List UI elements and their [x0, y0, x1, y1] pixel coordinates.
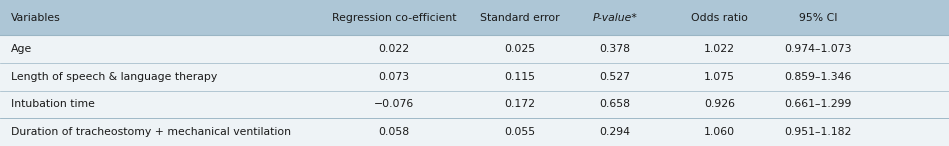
Text: Age: Age: [11, 44, 32, 54]
Text: 0.658: 0.658: [600, 99, 630, 109]
Text: 0.115: 0.115: [505, 72, 535, 82]
Text: P-value*: P-value*: [592, 13, 638, 22]
Text: 0.974–1.073: 0.974–1.073: [784, 44, 852, 54]
Text: 0.527: 0.527: [600, 72, 630, 82]
Text: 0.294: 0.294: [600, 127, 630, 137]
Text: Duration of tracheostomy + mechanical ventilation: Duration of tracheostomy + mechanical ve…: [11, 127, 291, 137]
Text: Odds ratio: Odds ratio: [691, 13, 748, 22]
Text: 0.022: 0.022: [379, 44, 409, 54]
Text: 0.172: 0.172: [505, 99, 535, 109]
Text: 1.060: 1.060: [704, 127, 735, 137]
Text: 0.073: 0.073: [379, 72, 409, 82]
Text: Variables: Variables: [11, 13, 61, 22]
Text: 0.926: 0.926: [704, 99, 735, 109]
Text: 0.951–1.182: 0.951–1.182: [785, 127, 851, 137]
Text: Intubation time: Intubation time: [11, 99, 95, 109]
Text: Length of speech & language therapy: Length of speech & language therapy: [11, 72, 217, 82]
Text: 0.378: 0.378: [600, 44, 630, 54]
Text: 0.859–1.346: 0.859–1.346: [785, 72, 851, 82]
Text: 0.661–1.299: 0.661–1.299: [785, 99, 851, 109]
Text: 95% CI: 95% CI: [799, 13, 837, 22]
Text: Regression co-efficient: Regression co-efficient: [331, 13, 456, 22]
Text: −0.076: −0.076: [374, 99, 414, 109]
Text: 0.055: 0.055: [505, 127, 535, 137]
Text: 0.025: 0.025: [505, 44, 535, 54]
Text: 0.058: 0.058: [379, 127, 409, 137]
Text: 1.075: 1.075: [704, 72, 735, 82]
Text: 1.022: 1.022: [704, 44, 735, 54]
Text: Standard error: Standard error: [480, 13, 560, 22]
Bar: [0, 0, 949, 35]
